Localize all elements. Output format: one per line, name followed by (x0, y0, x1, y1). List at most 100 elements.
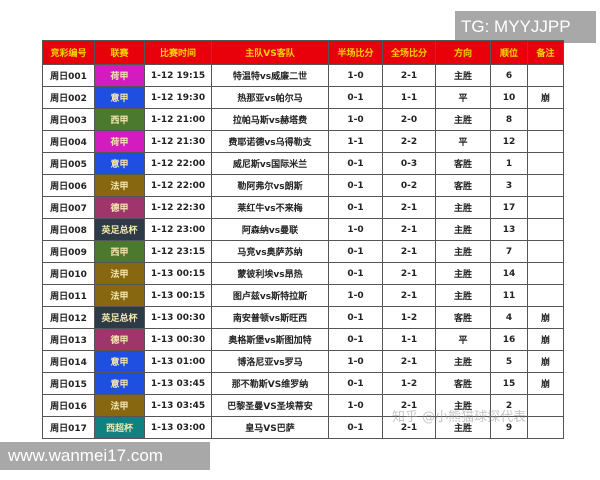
cell-rank: 1 (490, 152, 528, 175)
cell-rank: 12 (490, 130, 528, 153)
cell-league: 英足总杯 (94, 306, 145, 329)
table-row: 周日003 西甲 1-12 21:00 拉帕马斯vs赫塔费 1-0 2-0 主胜 8 (42, 108, 564, 131)
cell-note (527, 394, 564, 417)
cell-match-id: 周日009 (42, 240, 95, 263)
cell-note: 崩 (527, 328, 564, 351)
cell-league: 法甲 (94, 174, 145, 197)
cell-match-time: 1-12 21:00 (144, 108, 212, 131)
cell-league: 荷甲 (94, 130, 145, 153)
cell-note (527, 130, 564, 153)
cell-match-time: 1-12 19:15 (144, 64, 212, 87)
cell-rank: 17 (490, 196, 528, 219)
cell-league: 意甲 (94, 86, 145, 109)
cell-teams: 那不勒斯VS维罗纳 (211, 372, 329, 395)
cell-full-score: 1-2 (382, 372, 436, 395)
cell-direction: 主胜 (435, 64, 491, 87)
cell-rank: 3 (490, 174, 528, 197)
cell-league: 荷甲 (94, 64, 145, 87)
cell-full-score: 1-1 (382, 328, 436, 351)
cell-full-score: 2-1 (382, 240, 436, 263)
cell-rank: 9 (490, 416, 528, 439)
match-results-table: 竞彩编号 联赛 比赛时间 主队VS客队 半场比分 全场比分 方向 顺位 备注 周… (42, 40, 564, 439)
cell-rank: 11 (490, 284, 528, 307)
cell-match-id: 周日011 (42, 284, 95, 307)
header-id: 竞彩编号 (42, 40, 95, 65)
cell-note (527, 196, 564, 219)
cell-league: 德甲 (94, 328, 145, 351)
cell-full-score: 2-1 (382, 284, 436, 307)
cell-full-score: 2-2 (382, 130, 436, 153)
cell-half-score: 0-1 (328, 152, 383, 175)
cell-match-time: 1-13 03:45 (144, 372, 212, 395)
cell-full-score: 1-1 (382, 86, 436, 109)
site-watermark: www.wanmei17.com (0, 442, 210, 470)
cell-note (527, 152, 564, 175)
cell-league: 意甲 (94, 350, 145, 373)
cell-league: 西甲 (94, 108, 145, 131)
cell-direction: 客胜 (435, 152, 491, 175)
cell-full-score: 2-1 (382, 262, 436, 285)
table-row: 周日007 德甲 1-12 22:30 莱红牛vs不来梅 0-1 2-1 主胜 17 (42, 196, 564, 219)
cell-match-time: 1-13 03:00 (144, 416, 212, 439)
cell-full-score: 2-1 (382, 394, 436, 417)
cell-note: 崩 (527, 350, 564, 373)
cell-league: 意甲 (94, 372, 145, 395)
cell-match-id: 周日014 (42, 350, 95, 373)
cell-rank: 14 (490, 262, 528, 285)
cell-half-score: 0-1 (328, 328, 383, 351)
cell-half-score: 1-1 (328, 130, 383, 153)
cell-half-score: 1-0 (328, 350, 383, 373)
header-league: 联赛 (94, 40, 145, 65)
cell-teams: 蒙彼利埃vs昂热 (211, 262, 329, 285)
cell-note: 崩 (527, 372, 564, 395)
cell-direction: 客胜 (435, 372, 491, 395)
table-row: 周日017 西超杯 1-13 03:00 皇马VS巴萨 0-1 2-1 主胜 9 (42, 416, 564, 439)
cell-match-time: 1-13 00:30 (144, 306, 212, 329)
cell-match-id: 周日017 (42, 416, 95, 439)
cell-half-score: 1-0 (328, 218, 383, 241)
cell-match-time: 1-12 19:30 (144, 86, 212, 109)
cell-teams: 巴黎圣曼VS圣埃蒂安 (211, 394, 329, 417)
cell-full-score: 0-3 (382, 152, 436, 175)
cell-teams: 特温特vs威廉二世 (211, 64, 329, 87)
cell-full-score: 2-1 (382, 218, 436, 241)
cell-match-id: 周日007 (42, 196, 95, 219)
cell-match-id: 周日002 (42, 86, 95, 109)
table-row: 周日002 意甲 1-12 19:30 热那亚vs帕尔马 0-1 1-1 平 10 崩 (42, 86, 564, 109)
cell-league: 德甲 (94, 196, 145, 219)
table-row: 周日014 意甲 1-13 01:00 博洛尼亚vs罗马 1-0 2-1 主胜 5 崩 (42, 350, 564, 373)
cell-full-score: 2-0 (382, 108, 436, 131)
cell-teams: 图卢兹vs斯特拉斯 (211, 284, 329, 307)
cell-full-score: 2-1 (382, 64, 436, 87)
header-rank: 顺位 (490, 40, 528, 65)
table-row: 周日012 英足总杯 1-13 00:30 南安普顿vs斯旺西 0-1 1-2 客胜 4 崩 (42, 306, 564, 329)
cell-teams: 南安普顿vs斯旺西 (211, 306, 329, 329)
cell-match-id: 周日010 (42, 262, 95, 285)
header-direction: 方向 (435, 40, 491, 65)
cell-full-score: 0-2 (382, 174, 436, 197)
header-note: 备注 (527, 40, 564, 65)
table-row: 周日005 意甲 1-12 22:00 威尼斯vs国际米兰 0-1 0-3 客胜 1 (42, 152, 564, 175)
cell-direction: 主胜 (435, 350, 491, 373)
cell-half-score: 1-0 (328, 64, 383, 87)
cell-half-score: 0-1 (328, 196, 383, 219)
cell-direction: 平 (435, 130, 491, 153)
table-row: 周日001 荷甲 1-12 19:15 特温特vs威廉二世 1-0 2-1 主胜 6 (42, 64, 564, 87)
table-row: 周日011 法甲 1-13 00:15 图卢兹vs斯特拉斯 1-0 2-1 主胜 11 (42, 284, 564, 307)
cell-match-time: 1-13 00:15 (144, 262, 212, 285)
cell-direction: 主胜 (435, 218, 491, 241)
cell-match-time: 1-12 22:00 (144, 174, 212, 197)
cell-match-id: 周日016 (42, 394, 95, 417)
cell-note (527, 218, 564, 241)
cell-match-id: 周日001 (42, 64, 95, 87)
cell-rank: 5 (490, 350, 528, 373)
tg-watermark: TG: MYYJJPP (455, 11, 596, 43)
table-row: 周日009 西甲 1-12 23:15 马竞vs奥萨苏纳 0-1 2-1 主胜 7 (42, 240, 564, 263)
header-full-score: 全场比分 (382, 40, 436, 65)
cell-teams: 奥格斯堡vs斯图加特 (211, 328, 329, 351)
cell-teams: 热那亚vs帕尔马 (211, 86, 329, 109)
cell-league: 法甲 (94, 394, 145, 417)
cell-teams: 皇马VS巴萨 (211, 416, 329, 439)
cell-full-score: 2-1 (382, 196, 436, 219)
cell-match-id: 周日003 (42, 108, 95, 131)
